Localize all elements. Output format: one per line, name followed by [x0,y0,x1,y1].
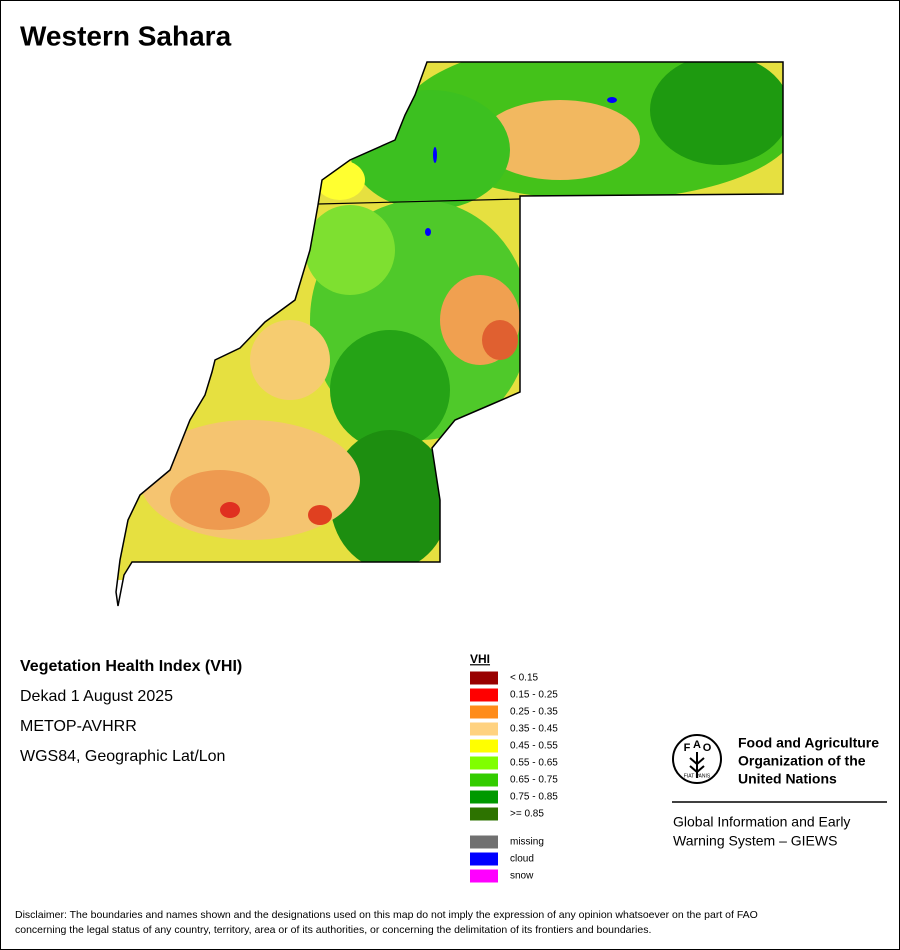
legend-title: VHI [470,652,490,666]
info-line: WGS84, Geographic Lat/Lon [20,748,225,765]
legend-swatch [470,756,498,770]
logo-letter: O [703,742,712,754]
legend-label: 0.75 - 0.85 [510,792,558,803]
legend-label: 0.65 - 0.75 [510,775,558,786]
legend-swatch [470,835,498,849]
fao-logo: F A O FIAT PANIS [672,734,722,784]
legend-label: snow [510,871,534,882]
logo-ring [672,734,722,784]
logo-motto: FIAT PANIS [684,773,711,779]
legend: < 0.15 0.15 - 0.25 0.25 - 0.35 0.35 - 0.45 0… [470,671,558,883]
org-name: Organization of the [738,753,866,769]
legend-label: cloud [510,854,534,865]
logo-wheat [689,752,705,778]
disclaimer: Disclaimer: The boundaries and names sho… [15,909,758,921]
legend-label: >= 0.85 [510,809,544,820]
legend-swatch [470,671,498,685]
legend-swatch [470,722,498,736]
org-name: United Nations [738,771,837,787]
info-line: METOP-AVHRR [20,718,137,735]
country-outline [115,61,784,607]
legend-label: < 0.15 [510,673,539,684]
legend-label: 0.35 - 0.45 [510,724,558,735]
legend-swatch [470,869,498,883]
program-name: Global Information and Early [673,814,850,830]
internal-boundary [317,198,521,205]
disclaimer: concerning the legal status of any count… [15,924,651,936]
map-title: Western Sahara [20,20,232,51]
legend-swatch [470,739,498,753]
legend-label: missing [510,837,544,848]
legend-label: 0.15 - 0.25 [510,690,558,701]
legend-label: 0.25 - 0.35 [510,707,558,718]
legend-label: 0.55 - 0.65 [510,758,558,769]
logo-letter: A [693,739,701,751]
info-line: Dekad 1 August 2025 [20,688,173,705]
logo-letter: F [684,742,691,754]
legend-swatch [470,807,498,821]
legend-swatch [470,688,498,702]
org-name: Food and Agriculture [738,735,879,751]
program-name: Warning System – GIEWS [673,833,837,849]
info-title: Vegetation Health Index (VHI) [20,658,242,675]
legend-label: 0.45 - 0.55 [510,741,558,752]
legend-swatch [470,790,498,804]
legend-swatch [470,852,498,866]
legend-swatch [470,773,498,787]
legend-swatch [470,705,498,719]
